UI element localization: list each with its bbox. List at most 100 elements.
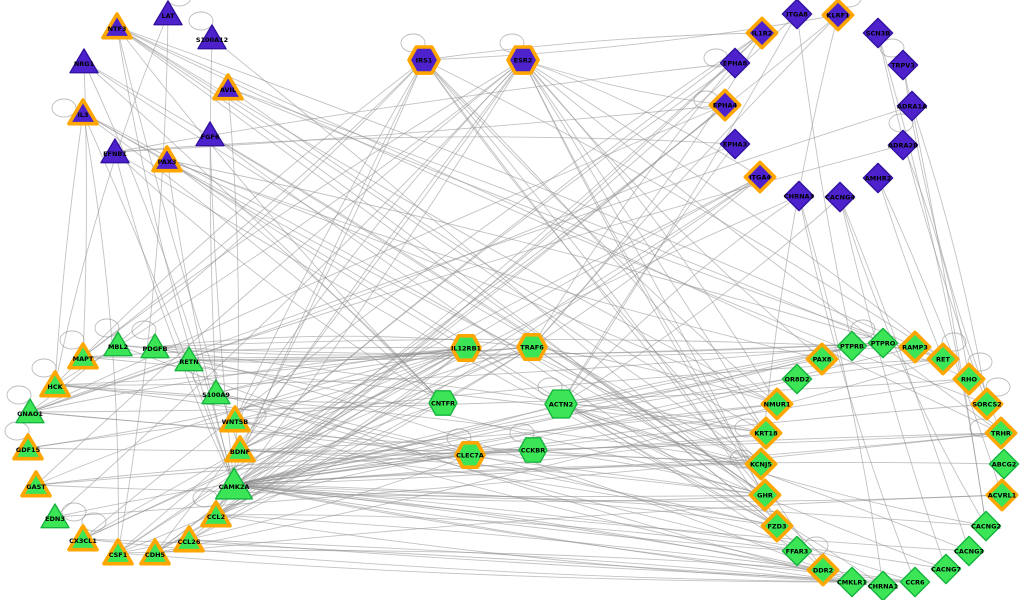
edge-il12rb1-mapt — [82, 347, 467, 358]
node-cacng4[interactable] — [824, 181, 856, 213]
node-actn2[interactable] — [544, 389, 578, 419]
node-s100a12[interactable] — [197, 24, 227, 50]
edge-camk2a-ghr — [233, 484, 766, 502]
node-acvrl1[interactable] — [985, 478, 1019, 512]
node-ghr[interactable] — [748, 478, 782, 512]
self-loop-s100a12 — [188, 11, 214, 31]
node-trhr[interactable] — [984, 416, 1018, 450]
node-mbl2[interactable] — [103, 331, 133, 357]
node-ntf3[interactable] — [101, 12, 133, 40]
node-cntfr[interactable] — [428, 390, 458, 416]
edge-adra1a-gnao1 — [29, 105, 913, 413]
node-chrna1[interactable] — [867, 570, 899, 600]
node-retn[interactable] — [174, 346, 204, 372]
edge-traf6-klrf1 — [531, 14, 839, 348]
node-cacng3[interactable] — [953, 535, 985, 567]
node-wnt5b[interactable] — [219, 405, 251, 433]
edge-esr2-pax8 — [522, 59, 823, 360]
node-fzd3[interactable] — [760, 509, 794, 543]
node-edn3[interactable] — [40, 503, 70, 529]
edge-avil-rho — [227, 87, 970, 380]
edge-gnao1-ghr — [29, 411, 766, 496]
node-s100a9[interactable] — [201, 379, 231, 405]
node-ffar3[interactable] — [781, 535, 813, 567]
node-cx3cl1[interactable] — [67, 524, 99, 552]
node-ret[interactable] — [926, 342, 960, 376]
node-ccr6[interactable] — [899, 566, 931, 598]
node-il3[interactable] — [67, 98, 99, 126]
node-cacng7[interactable] — [930, 553, 962, 585]
node-pax8[interactable] — [805, 342, 839, 376]
self-loop-ptprb — [850, 319, 876, 339]
node-epha8[interactable] — [719, 47, 751, 79]
node-itga8[interactable] — [781, 0, 813, 30]
edge-itga4-cx3cl1 — [82, 176, 761, 540]
node-nrg1[interactable] — [69, 48, 99, 74]
edge-traf6-il1r2 — [531, 32, 763, 348]
node-abcg2[interactable] — [988, 448, 1020, 480]
node-cckbr[interactable] — [518, 437, 548, 463]
node-pax3[interactable] — [151, 145, 183, 173]
node-efnb1[interactable] — [100, 138, 130, 164]
node-traf6[interactable] — [516, 332, 548, 362]
node-clec7a[interactable] — [454, 440, 486, 470]
node-sorcs2[interactable] — [970, 387, 1004, 421]
node-cdh5[interactable] — [139, 538, 171, 566]
node-amhr2[interactable] — [862, 162, 894, 194]
edge-traf6-pdgfb — [154, 335, 533, 348]
node-ccl26[interactable] — [173, 525, 205, 553]
node-ddr2[interactable] — [806, 553, 840, 587]
node-il1r2[interactable] — [745, 16, 779, 50]
node-gast[interactable] — [20, 470, 52, 498]
edge-itga4-cdh5 — [154, 176, 761, 554]
edge-camk2a-abcg2 — [233, 461, 1005, 486]
node-or8d2[interactable] — [781, 363, 813, 395]
node-pdgfb[interactable] — [140, 333, 170, 359]
node-klrf1[interactable] — [821, 0, 855, 32]
node-nmur1[interactable] — [760, 387, 794, 421]
node-lat[interactable] — [153, 0, 183, 26]
node-gnao1[interactable] — [15, 398, 45, 424]
node-ptpro[interactable] — [867, 327, 899, 359]
node-csf1[interactable] — [102, 538, 134, 566]
node-cacng2[interactable] — [970, 510, 1002, 542]
self-loop-trpv3 — [879, 38, 905, 58]
node-mapt[interactable] — [67, 342, 99, 370]
edge-irs1-nmur1 — [423, 59, 778, 405]
edge-bdnf-nmur1 — [239, 403, 778, 451]
edge-il3-ffar3 — [82, 112, 798, 552]
node-fgf6[interactable] — [195, 121, 225, 147]
node-esr2[interactable] — [506, 45, 540, 75]
edge-amhr2-acvrl1 — [877, 177, 1003, 496]
node-trpv3[interactable] — [887, 49, 919, 81]
node-cmklr1[interactable] — [836, 566, 868, 598]
node-avil[interactable] — [212, 73, 244, 101]
node-epha4[interactable] — [708, 88, 742, 122]
node-kcnj5[interactable] — [744, 447, 778, 481]
node-irs1[interactable] — [407, 45, 441, 75]
edge-epha3-gnao1 — [29, 143, 736, 413]
node-bdnf[interactable] — [224, 435, 256, 463]
node-itga4[interactable] — [743, 160, 777, 194]
node-ramp3[interactable] — [898, 330, 932, 364]
node-adra1a[interactable] — [896, 90, 928, 122]
edge-camk2a-cacng2 — [233, 484, 987, 527]
node-ptprb[interactable] — [836, 330, 868, 362]
node-gdf15[interactable] — [12, 433, 44, 461]
node-scn3b[interactable] — [862, 17, 894, 49]
node-il12rb1[interactable] — [450, 333, 482, 363]
edge-csf1-cmklr1 — [117, 552, 853, 583]
edge-epha4-gnao1 — [29, 104, 726, 413]
node-camk2a[interactable] — [214, 467, 254, 500]
edge-cdh5-ret — [154, 358, 944, 554]
node-epha3[interactable] — [719, 128, 751, 160]
node-ccl2[interactable] — [200, 500, 232, 528]
node-adra2b[interactable] — [887, 129, 919, 161]
node-chrna3[interactable] — [783, 180, 815, 212]
edge-adra2b-rho — [902, 144, 970, 380]
node-hck[interactable] — [39, 370, 71, 398]
node-rho[interactable] — [952, 362, 986, 396]
node-krt18[interactable] — [749, 416, 783, 450]
